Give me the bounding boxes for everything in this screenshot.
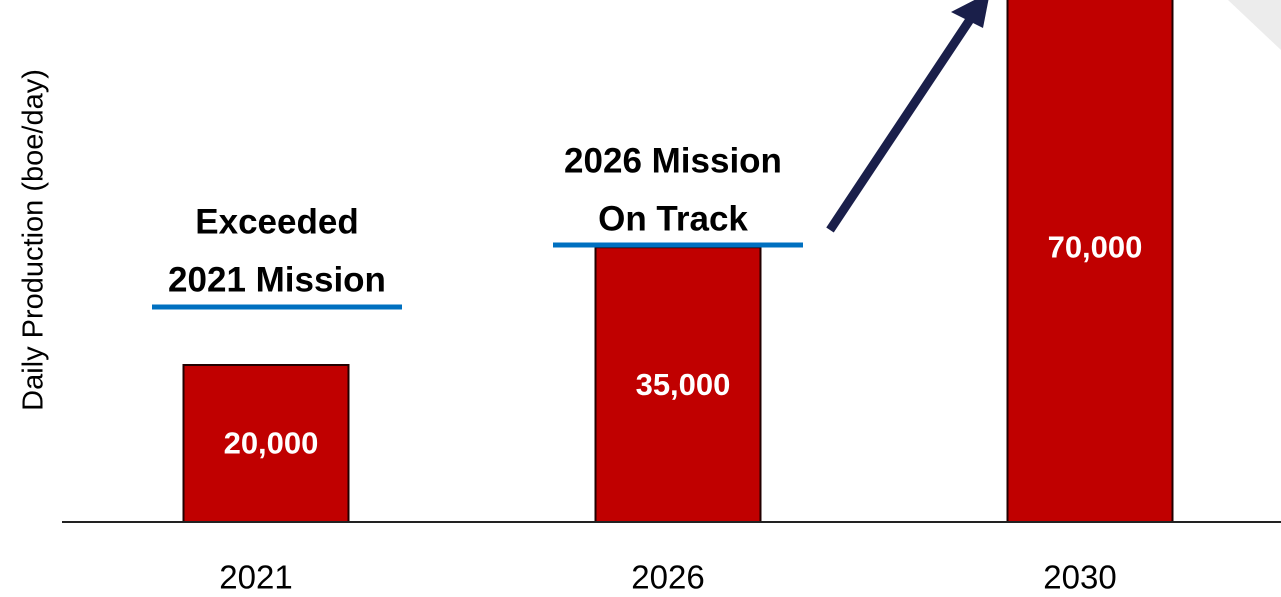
x-tick-label: 2021 [219, 559, 292, 596]
value-label: 20,000 [224, 426, 319, 461]
arrow-head [951, 0, 989, 28]
y-axis-label: Daily Production (boe/day) [18, 69, 50, 411]
arrow-shaft [826, 9, 979, 233]
corner-decoration [1228, 0, 1281, 50]
annotation: 2026 Mission [564, 141, 782, 180]
value-label: 35,000 [636, 367, 731, 402]
x-tick-label: 2030 [1043, 559, 1116, 596]
annotation: 2021 Mission [168, 260, 386, 299]
value-label: 70,000 [1048, 229, 1143, 264]
annotation: On Track [598, 199, 748, 238]
annotation: Exceeded [195, 202, 358, 241]
x-tick-label: 2026 [631, 559, 704, 596]
bar [594, 246, 762, 523]
